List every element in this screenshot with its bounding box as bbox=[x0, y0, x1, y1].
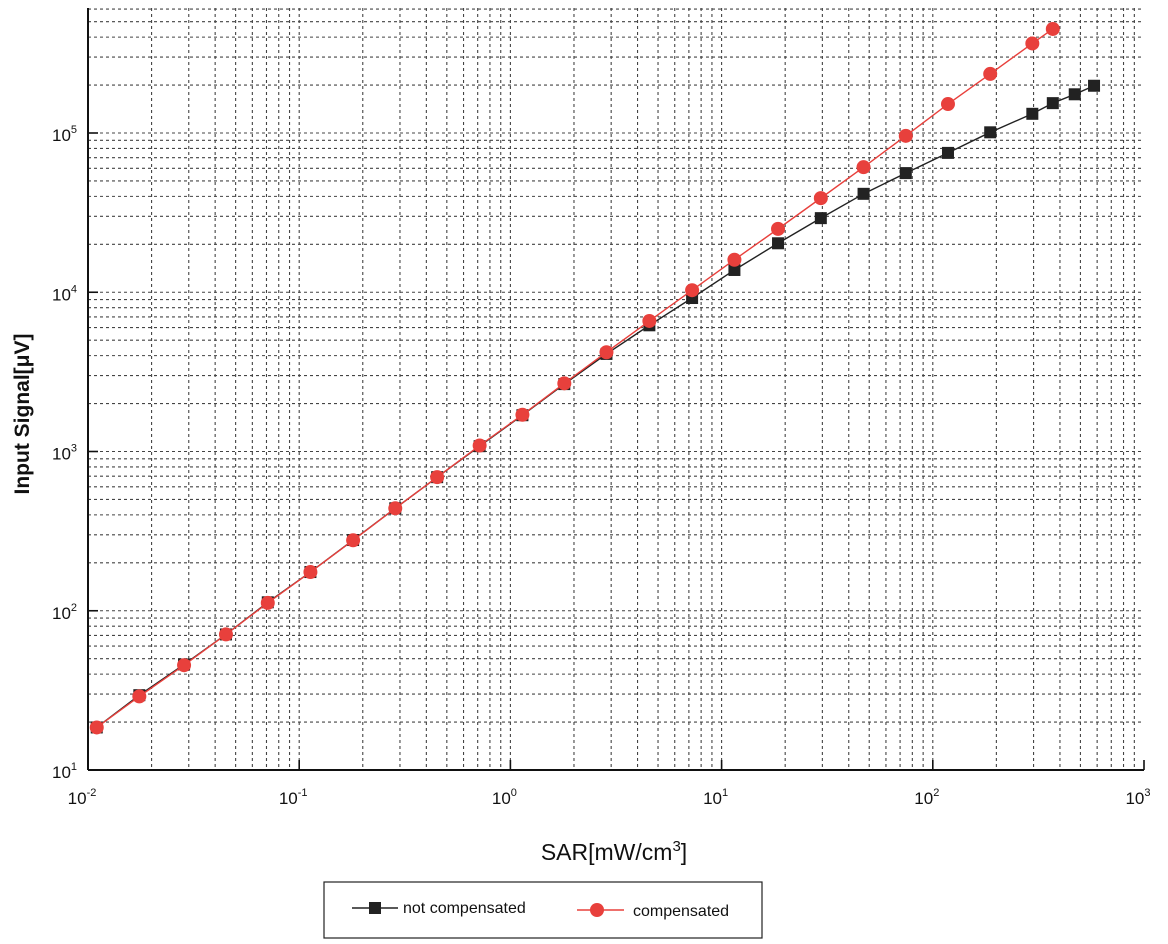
data-point-compensated bbox=[983, 66, 998, 81]
data-point-compensated bbox=[303, 565, 318, 580]
data-point-compensated bbox=[771, 221, 786, 236]
x-tick-label: 10-2 bbox=[68, 787, 97, 808]
data-point-compensated bbox=[599, 345, 614, 360]
data-point-compensated bbox=[856, 160, 871, 175]
legend-marker-compensated bbox=[590, 903, 604, 917]
data-point-not-compensated bbox=[814, 212, 827, 225]
x-tick-labels: 10-2 10-1 100 101 102 103 bbox=[68, 787, 1151, 808]
data-point-compensated bbox=[727, 252, 742, 267]
series-compensated bbox=[89, 21, 1060, 735]
x-axis-title: SAR[mW/cm3] bbox=[541, 838, 687, 865]
data-point-compensated bbox=[1045, 21, 1060, 36]
data-point-compensated bbox=[557, 376, 572, 391]
data-point-compensated bbox=[813, 191, 828, 206]
data-point-compensated bbox=[642, 313, 657, 328]
data-point-not-compensated bbox=[728, 263, 741, 276]
data-point-compensated bbox=[132, 689, 147, 704]
data-point-not-compensated bbox=[1046, 97, 1059, 110]
data-point-compensated bbox=[898, 128, 913, 143]
data-point-compensated bbox=[260, 595, 275, 610]
data-point-not-compensated bbox=[984, 126, 997, 139]
data-point-compensated bbox=[515, 407, 530, 422]
series-line-compensated bbox=[96, 28, 1054, 729]
x-tick-label: 10-1 bbox=[279, 787, 308, 808]
x-tick-label: 102 bbox=[914, 787, 939, 808]
y-tick-labels: 101 102 103 104 105 bbox=[52, 124, 77, 782]
legend-label-not-compensated: not compensated bbox=[403, 900, 526, 917]
data-point-not-compensated bbox=[857, 187, 870, 200]
data-point-compensated bbox=[430, 470, 445, 485]
data-point-compensated bbox=[388, 501, 403, 516]
data-point-not-compensated bbox=[772, 237, 785, 250]
data-point-compensated bbox=[940, 97, 955, 112]
legend-box bbox=[323, 881, 763, 939]
data-point-not-compensated bbox=[1068, 88, 1081, 101]
y-tick-label: 101 bbox=[52, 761, 77, 782]
y-axis-title: Input Signal[μV] bbox=[11, 334, 34, 495]
data-point-compensated bbox=[89, 720, 104, 735]
data-point-compensated bbox=[346, 533, 361, 548]
data-point-compensated bbox=[685, 283, 700, 298]
x-tick-label: 103 bbox=[1125, 787, 1150, 808]
data-point-not-compensated bbox=[899, 167, 912, 180]
data-point-not-compensated bbox=[941, 146, 954, 159]
series-line-not-compensated bbox=[96, 85, 1095, 729]
x-tick-label: 100 bbox=[492, 787, 517, 808]
y-tick-label: 105 bbox=[52, 124, 77, 145]
y-tick-label: 102 bbox=[52, 602, 77, 623]
series-layer bbox=[89, 21, 1101, 735]
data-point-not-compensated bbox=[1026, 107, 1039, 120]
data-point-compensated bbox=[177, 658, 192, 673]
data-point-compensated bbox=[472, 438, 487, 453]
y-tick-label: 104 bbox=[52, 283, 77, 304]
x-tick-label: 101 bbox=[703, 787, 728, 808]
grid bbox=[88, 8, 1144, 770]
data-point-not-compensated bbox=[1088, 79, 1101, 92]
axes bbox=[87, 8, 1145, 771]
legend: not compensated compensated bbox=[323, 881, 763, 939]
y-tick-label: 103 bbox=[52, 443, 77, 464]
data-point-compensated bbox=[218, 627, 233, 642]
legend-label-compensated: compensated bbox=[633, 903, 729, 920]
legend-marker-not-compensated bbox=[369, 902, 381, 914]
data-point-compensated bbox=[1025, 36, 1040, 51]
